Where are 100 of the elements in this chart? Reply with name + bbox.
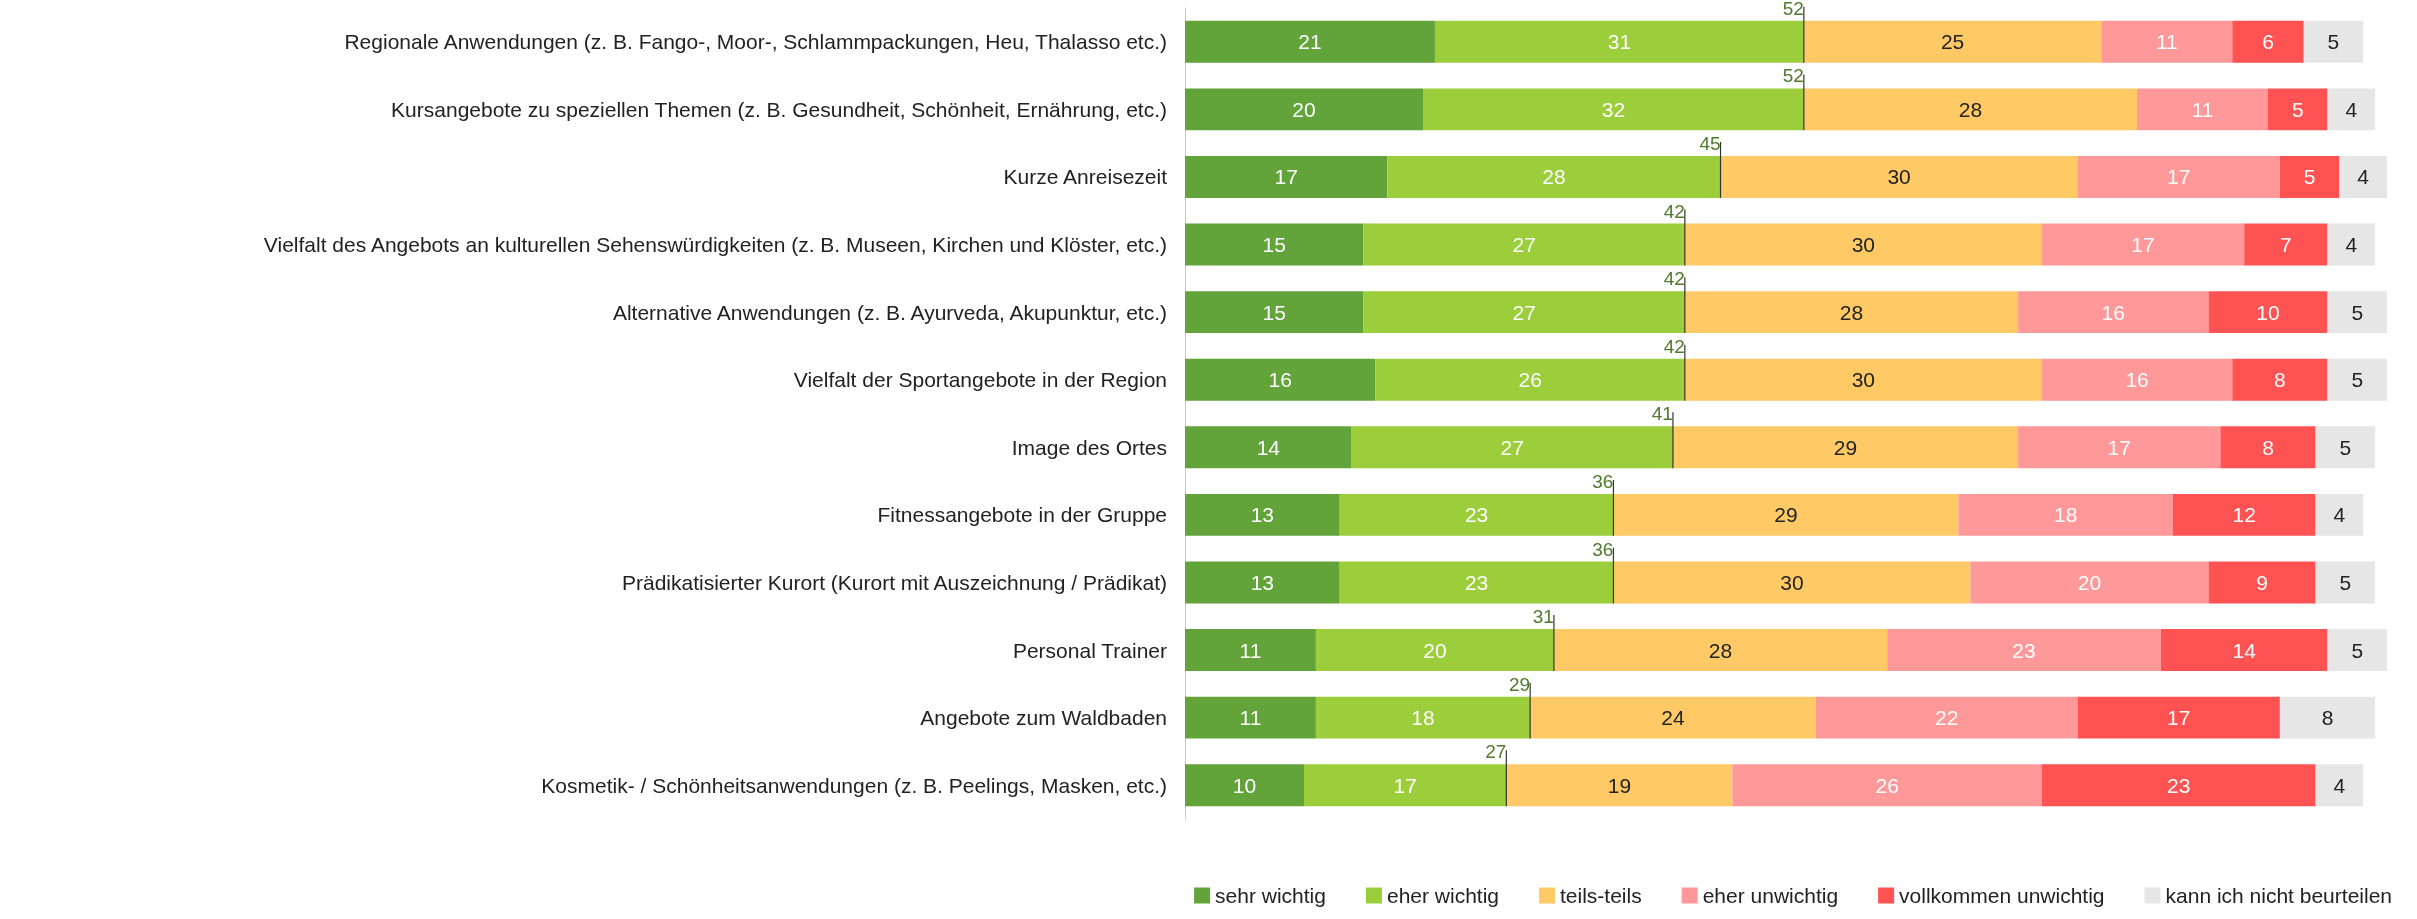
data-label: 28 xyxy=(1708,638,1733,662)
data-label: 15 xyxy=(1262,233,1286,257)
y-tick-label: Kursangebote zu speziellen Themen (z. B. Gesundheit, Schönheit, Ernährung, etc.) xyxy=(391,97,1167,121)
bar xyxy=(1970,561,2209,604)
y-tick-label: Prädikatisierter Kurort (Kurort mit Auszeichnung / Prädikat) xyxy=(621,570,1167,594)
y-tick-label: Personal Trainer xyxy=(1012,638,1167,662)
bar xyxy=(2160,629,2328,671)
bar xyxy=(2315,493,2364,536)
legend-label: eher unwichtig xyxy=(1702,884,1839,907)
data-label: 31 xyxy=(1607,30,1632,54)
bar xyxy=(2232,20,2304,63)
bar xyxy=(1185,291,1364,334)
bar xyxy=(1185,20,1435,63)
bar xyxy=(1185,426,1352,469)
data-label: 8 xyxy=(2321,706,2334,730)
data-label: 21 xyxy=(1298,30,1322,54)
bar xyxy=(1185,561,1340,604)
bar xyxy=(1815,696,2078,739)
data-label: 28 xyxy=(1542,165,1566,189)
data-label: 19 xyxy=(1607,773,1632,797)
data-label: 18 xyxy=(1411,706,1435,730)
annotation: 41 xyxy=(1651,403,1673,425)
bar xyxy=(1803,88,2138,131)
bar xyxy=(2315,764,2364,807)
bar xyxy=(1672,426,2019,469)
data-label: 4 xyxy=(2333,773,2346,797)
bar xyxy=(1720,156,2078,198)
annotation: 42 xyxy=(1663,268,1685,290)
y-tick-label: Alternative Anwendungen (z. B. Ayurveda, Akupunktur, etc.) xyxy=(612,300,1167,324)
data-label: 17 xyxy=(2167,165,2191,189)
data-label: 4 xyxy=(2345,97,2358,121)
data-label: 5 xyxy=(2327,30,2340,54)
bar xyxy=(2208,561,2316,604)
bar xyxy=(2018,426,2221,469)
data-label: 11 xyxy=(2191,97,2214,121)
bar xyxy=(2315,561,2376,604)
data-label: 9 xyxy=(2256,570,2268,594)
bar xyxy=(1434,20,1804,63)
bar xyxy=(1185,223,1364,266)
annotation: 36 xyxy=(1592,470,1614,492)
data-label: 26 xyxy=(1875,773,1899,797)
data-label: 10 xyxy=(1232,773,1257,797)
bar xyxy=(2327,88,2376,131)
bar xyxy=(1684,358,2042,401)
data-label: 23 xyxy=(2167,773,2191,797)
data-label: 16 xyxy=(1268,368,1292,392)
data-label: 29 xyxy=(1774,503,1798,527)
data-label: 5 xyxy=(2339,570,2352,594)
bar xyxy=(1375,358,1685,401)
bar xyxy=(2018,291,2209,334)
y-tick-label: Angebote zum Waldbaden xyxy=(920,706,1167,730)
bar xyxy=(2232,358,2328,401)
y-tick-label: Image des Ortes xyxy=(1011,435,1167,459)
bar xyxy=(1387,156,1721,198)
bar xyxy=(1339,493,1614,536)
bar xyxy=(2172,493,2316,536)
data-label: 30 xyxy=(1780,570,1804,594)
data-label: 15 xyxy=(1262,300,1286,324)
data-label: 11 xyxy=(2155,30,2178,54)
bar xyxy=(2077,156,2280,198)
data-label: 17 xyxy=(2131,233,2155,257)
y-tick-label: Kosmetik- / Schönheitsanwendungen (z. B. Peelings, Masken, etc.) xyxy=(541,773,1167,797)
legend-label: kann ich nicht beurteilen xyxy=(2165,884,2393,907)
bar xyxy=(1613,561,1971,604)
data-label: 5 xyxy=(2303,165,2316,189)
data-label: 13 xyxy=(1250,570,1275,594)
bar xyxy=(1613,493,1959,536)
data-label: 17 xyxy=(2107,435,2131,459)
annotation: 52 xyxy=(1782,0,1804,19)
data-label: 5 xyxy=(2339,435,2352,459)
data-label: 10 xyxy=(2256,300,2280,324)
data-label: 25 xyxy=(1940,30,1965,54)
annotation: 36 xyxy=(1592,538,1614,560)
data-label: 5 xyxy=(2351,300,2364,324)
bar xyxy=(2327,223,2376,266)
data-label: 28 xyxy=(1839,300,1864,324)
data-label: 20 xyxy=(1292,97,1316,121)
bar xyxy=(1315,696,1531,739)
bar xyxy=(1530,696,1816,739)
data-label: 11 xyxy=(1239,706,1262,730)
bar xyxy=(2244,223,2328,266)
bar xyxy=(1185,764,1305,807)
data-label: 14 xyxy=(1256,435,1281,459)
bar xyxy=(2279,696,2376,739)
legend-label: sehr wichtig xyxy=(1215,884,1326,907)
legend-label: teils-teils xyxy=(1560,884,1642,907)
bar xyxy=(1185,156,1388,198)
bar xyxy=(2041,764,2316,807)
annotation: 27 xyxy=(1485,741,1507,763)
data-label: 27 xyxy=(1512,233,1536,257)
bar xyxy=(1363,223,1685,266)
data-label: 11 xyxy=(1239,638,1262,662)
bar xyxy=(1506,764,1733,807)
bar xyxy=(1958,493,2173,536)
bar xyxy=(1185,696,1316,739)
data-label: 24 xyxy=(1661,706,1685,730)
bar xyxy=(1423,88,1804,131)
bar xyxy=(1803,20,2102,63)
data-label: 20 xyxy=(2077,570,2102,594)
data-label: 30 xyxy=(1851,233,1876,257)
